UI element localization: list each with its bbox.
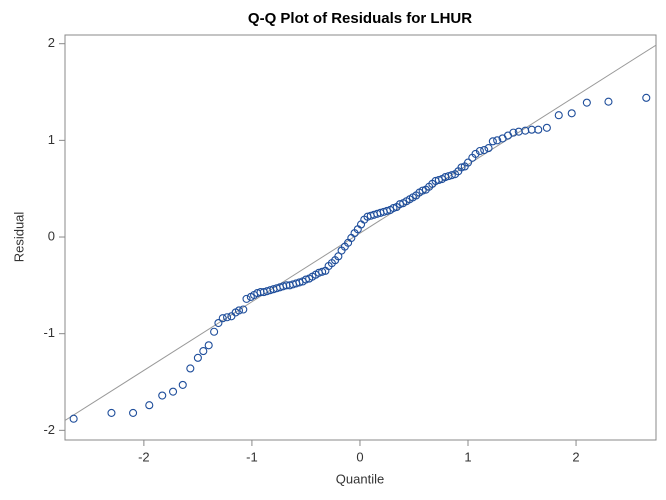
- y-tick-label: 2: [48, 35, 55, 50]
- point: [218, 314, 227, 323]
- y-tick-label: 0: [48, 228, 55, 243]
- point: [434, 175, 443, 185]
- point: [567, 109, 576, 118]
- point: [214, 318, 223, 328]
- x-tick-label: 1: [464, 449, 471, 464]
- point: [158, 391, 167, 400]
- y-axis-label: Residual: [11, 212, 26, 263]
- x-tick-label: 2: [572, 449, 579, 464]
- x-axis-label: Quantile: [336, 471, 384, 486]
- point: [210, 327, 219, 336]
- point: [447, 171, 456, 180]
- point: [204, 341, 213, 350]
- reference-line: [65, 44, 656, 421]
- point: [223, 313, 232, 322]
- point: [418, 186, 427, 195]
- x-tick-label: -1: [246, 449, 258, 464]
- point: [389, 203, 398, 213]
- point: [242, 294, 251, 303]
- point: [542, 123, 551, 132]
- point: [199, 347, 208, 356]
- point: [186, 364, 195, 373]
- point: [69, 414, 78, 423]
- point: [295, 278, 304, 287]
- point: [193, 353, 202, 362]
- point: [234, 306, 244, 315]
- y-tick-label: -1: [43, 325, 55, 340]
- point: [239, 305, 248, 314]
- point: [642, 93, 651, 102]
- point: [382, 206, 392, 215]
- point: [493, 136, 502, 145]
- point: [318, 267, 327, 276]
- point: [480, 145, 489, 155]
- point: [457, 163, 466, 172]
- point: [509, 128, 518, 137]
- x-tick-label: -2: [138, 449, 150, 464]
- point: [554, 111, 563, 120]
- point: [395, 200, 404, 209]
- point: [145, 401, 154, 410]
- point: [475, 146, 484, 156]
- point: [534, 125, 543, 134]
- point: [301, 275, 310, 284]
- y-tick-label: -2: [43, 422, 55, 437]
- y-tick-label: 1: [48, 132, 55, 147]
- point: [484, 144, 493, 153]
- point: [129, 408, 138, 417]
- point: [107, 408, 116, 417]
- point: [604, 97, 613, 106]
- point: [168, 387, 178, 396]
- chart-title: Q-Q Plot of Residuals for LHUR: [248, 10, 472, 27]
- x-tick-label: 0: [356, 449, 363, 464]
- point: [178, 380, 187, 389]
- point: [463, 158, 473, 167]
- point: [582, 98, 591, 107]
- point: [488, 137, 497, 146]
